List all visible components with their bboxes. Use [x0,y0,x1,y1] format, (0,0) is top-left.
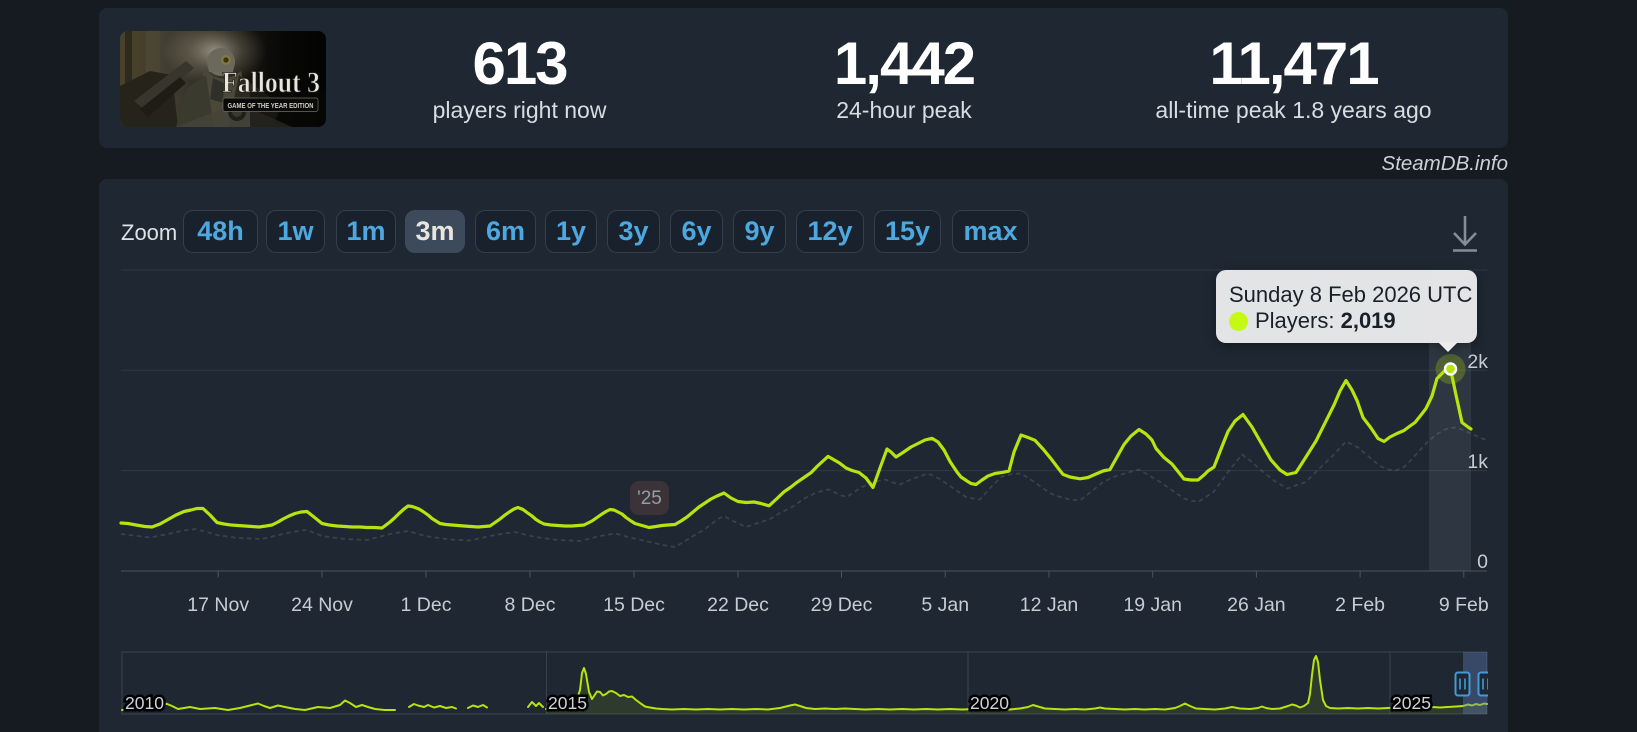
svg-text:0: 0 [1477,551,1488,573]
svg-text:2015: 2015 [548,693,587,713]
svg-text:29 Dec: 29 Dec [811,594,873,616]
svg-text:1k: 1k [1467,451,1488,473]
svg-text:17 Nov: 17 Nov [187,594,249,616]
svg-text:24 Nov: 24 Nov [291,594,353,616]
svg-text:12 Jan: 12 Jan [1020,594,1079,616]
svg-text:19 Jan: 19 Jan [1123,594,1182,616]
svg-text:2k: 2k [1467,351,1488,373]
svg-text:26 Jan: 26 Jan [1227,594,1286,616]
svg-text:5 Jan: 5 Jan [921,594,969,616]
svg-text:2020: 2020 [970,693,1009,713]
svg-text:9 Feb: 9 Feb [1439,594,1489,616]
svg-text:8 Dec: 8 Dec [505,594,556,616]
svg-text:2025: 2025 [1392,693,1431,713]
svg-text:GAME OF THE YEAR EDITION: GAME OF THE YEAR EDITION [228,101,314,110]
svg-text:Fallout 3: Fallout 3 [222,66,320,99]
svg-text:15 Dec: 15 Dec [603,594,665,616]
svg-text:1 Dec: 1 Dec [401,594,452,616]
svg-text:2010: 2010 [125,693,164,713]
svg-text:'25: '25 [637,488,662,509]
svg-text:22 Dec: 22 Dec [707,594,769,616]
svg-text:2 Feb: 2 Feb [1335,594,1385,616]
